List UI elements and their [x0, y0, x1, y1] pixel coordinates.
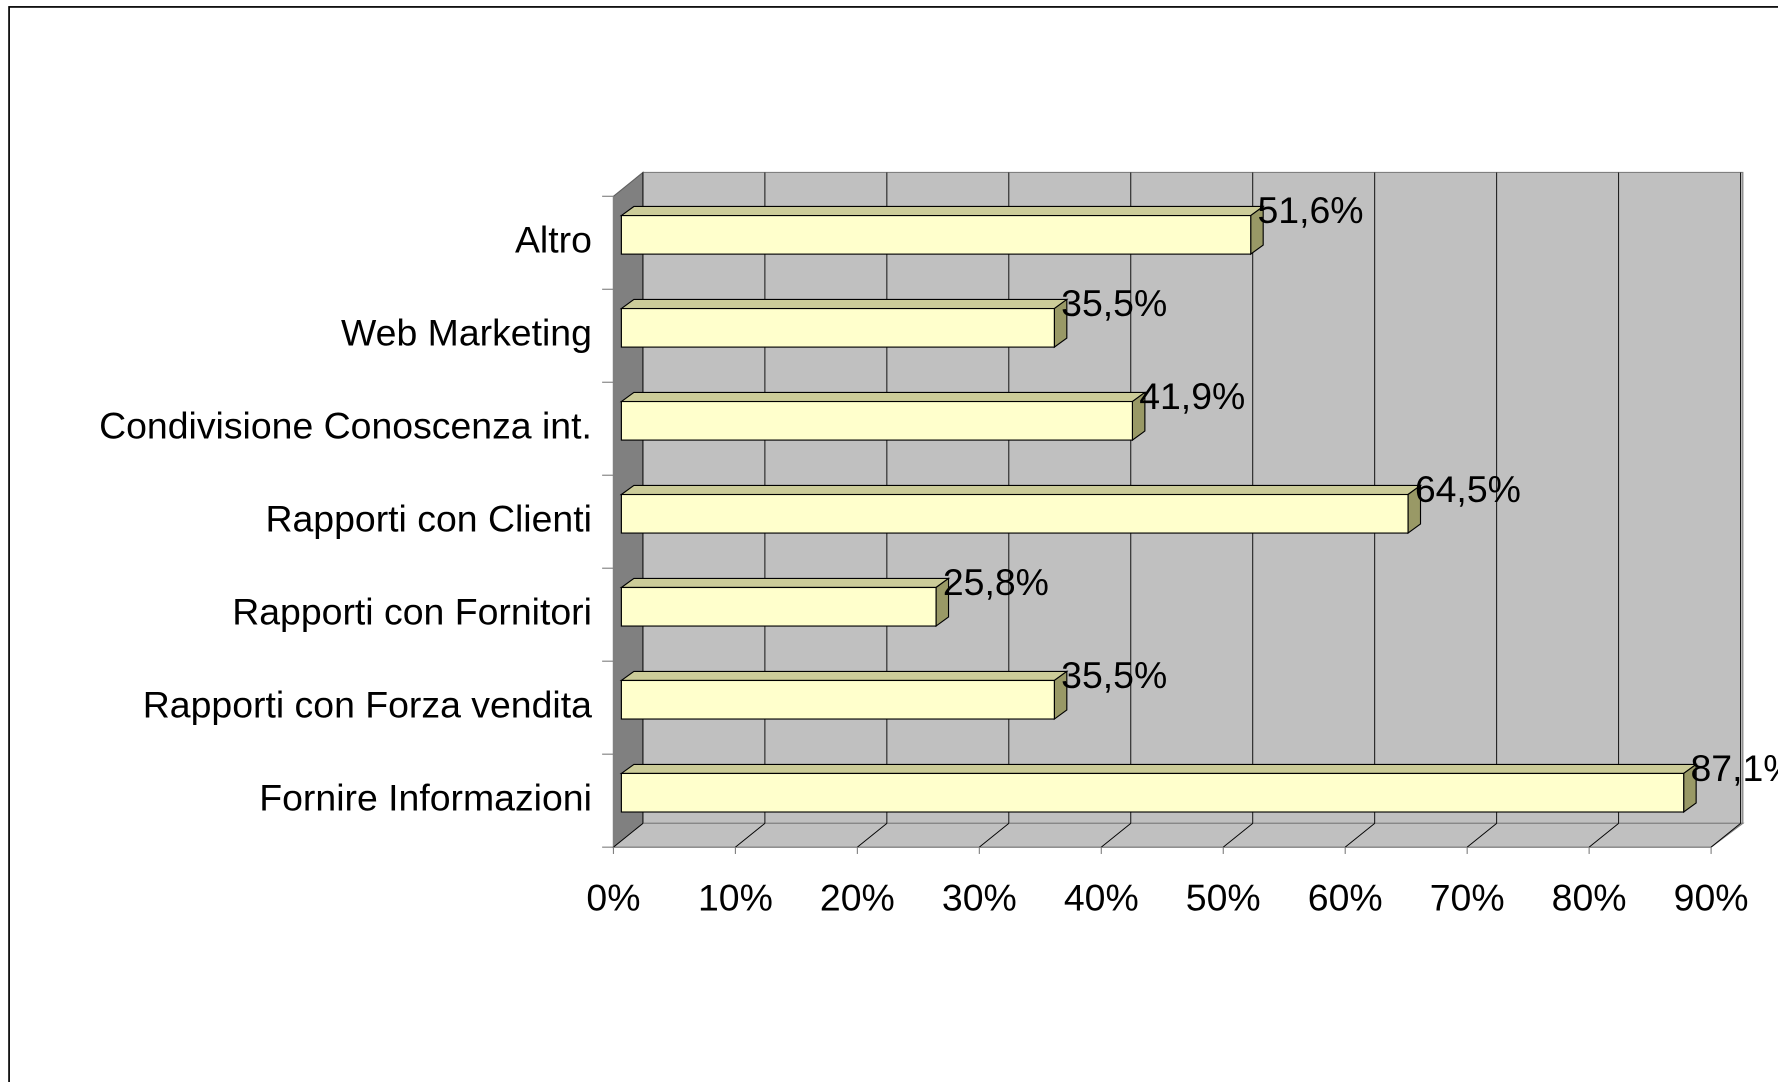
x-tick-label: 70% — [1430, 876, 1505, 918]
value-label: 25,8% — [943, 561, 1049, 603]
x-tick-label: 40% — [1064, 876, 1139, 918]
bar — [620, 214, 1252, 255]
value-label: 35,5% — [1061, 654, 1167, 696]
bar-top — [619, 298, 1069, 310]
floor-grid-line — [1588, 822, 1619, 848]
x-tick-label: 10% — [698, 876, 773, 918]
x-tick-label: 30% — [942, 876, 1017, 918]
y-tick-label: Rapporti con Fornitori — [232, 591, 592, 633]
floor-grid-line — [735, 822, 766, 848]
bar — [620, 493, 1409, 534]
floor-grid-line — [613, 822, 644, 848]
floor-grid-line — [1222, 822, 1254, 848]
x-tick-label: 20% — [820, 876, 895, 918]
value-label: 35,5% — [1061, 282, 1167, 324]
bar-top — [619, 205, 1265, 217]
floor-grid-line — [857, 822, 888, 848]
bar-top — [619, 484, 1423, 496]
floor-grid-line — [1101, 822, 1132, 848]
value-label: 64,5% — [1415, 468, 1521, 510]
value-label: 51,6% — [1258, 189, 1364, 231]
x-tick-label: 60% — [1308, 876, 1383, 918]
bar — [620, 307, 1055, 348]
y-tick-label: Rapporti con Clienti — [265, 498, 591, 540]
floor — [611, 822, 1745, 848]
y-tick-label: Rapporti con Forza vendita — [143, 684, 592, 726]
bar — [620, 586, 937, 627]
y-tick-label: Condivisione Conoscenza int. — [99, 405, 592, 447]
floor-grid-line — [1710, 822, 1741, 848]
y-tick-label: Altro — [515, 219, 592, 261]
bar-top — [619, 577, 951, 589]
bar-top — [619, 391, 1147, 403]
x-tick-label: 0% — [586, 876, 640, 918]
value-label: 41,9% — [1139, 375, 1245, 417]
x-tick-label: 50% — [1186, 876, 1261, 918]
x-tick-label: 90% — [1674, 876, 1749, 918]
floor-grid-line — [979, 822, 1010, 848]
chart-frame — [8, 6, 1778, 1082]
bar — [620, 679, 1055, 720]
y-tick-label: Web Marketing — [341, 312, 592, 354]
bar-top — [619, 763, 1698, 775]
y-tick-label: Fornire Informazioni — [259, 777, 592, 819]
floor-grid-line — [1466, 822, 1497, 848]
floor-grid-line — [1344, 822, 1375, 848]
x-tick-label: 80% — [1552, 876, 1627, 918]
bar — [620, 400, 1133, 441]
bar — [620, 772, 1685, 813]
bar-top — [619, 670, 1069, 682]
value-label: 87,1% — [1690, 747, 1778, 789]
